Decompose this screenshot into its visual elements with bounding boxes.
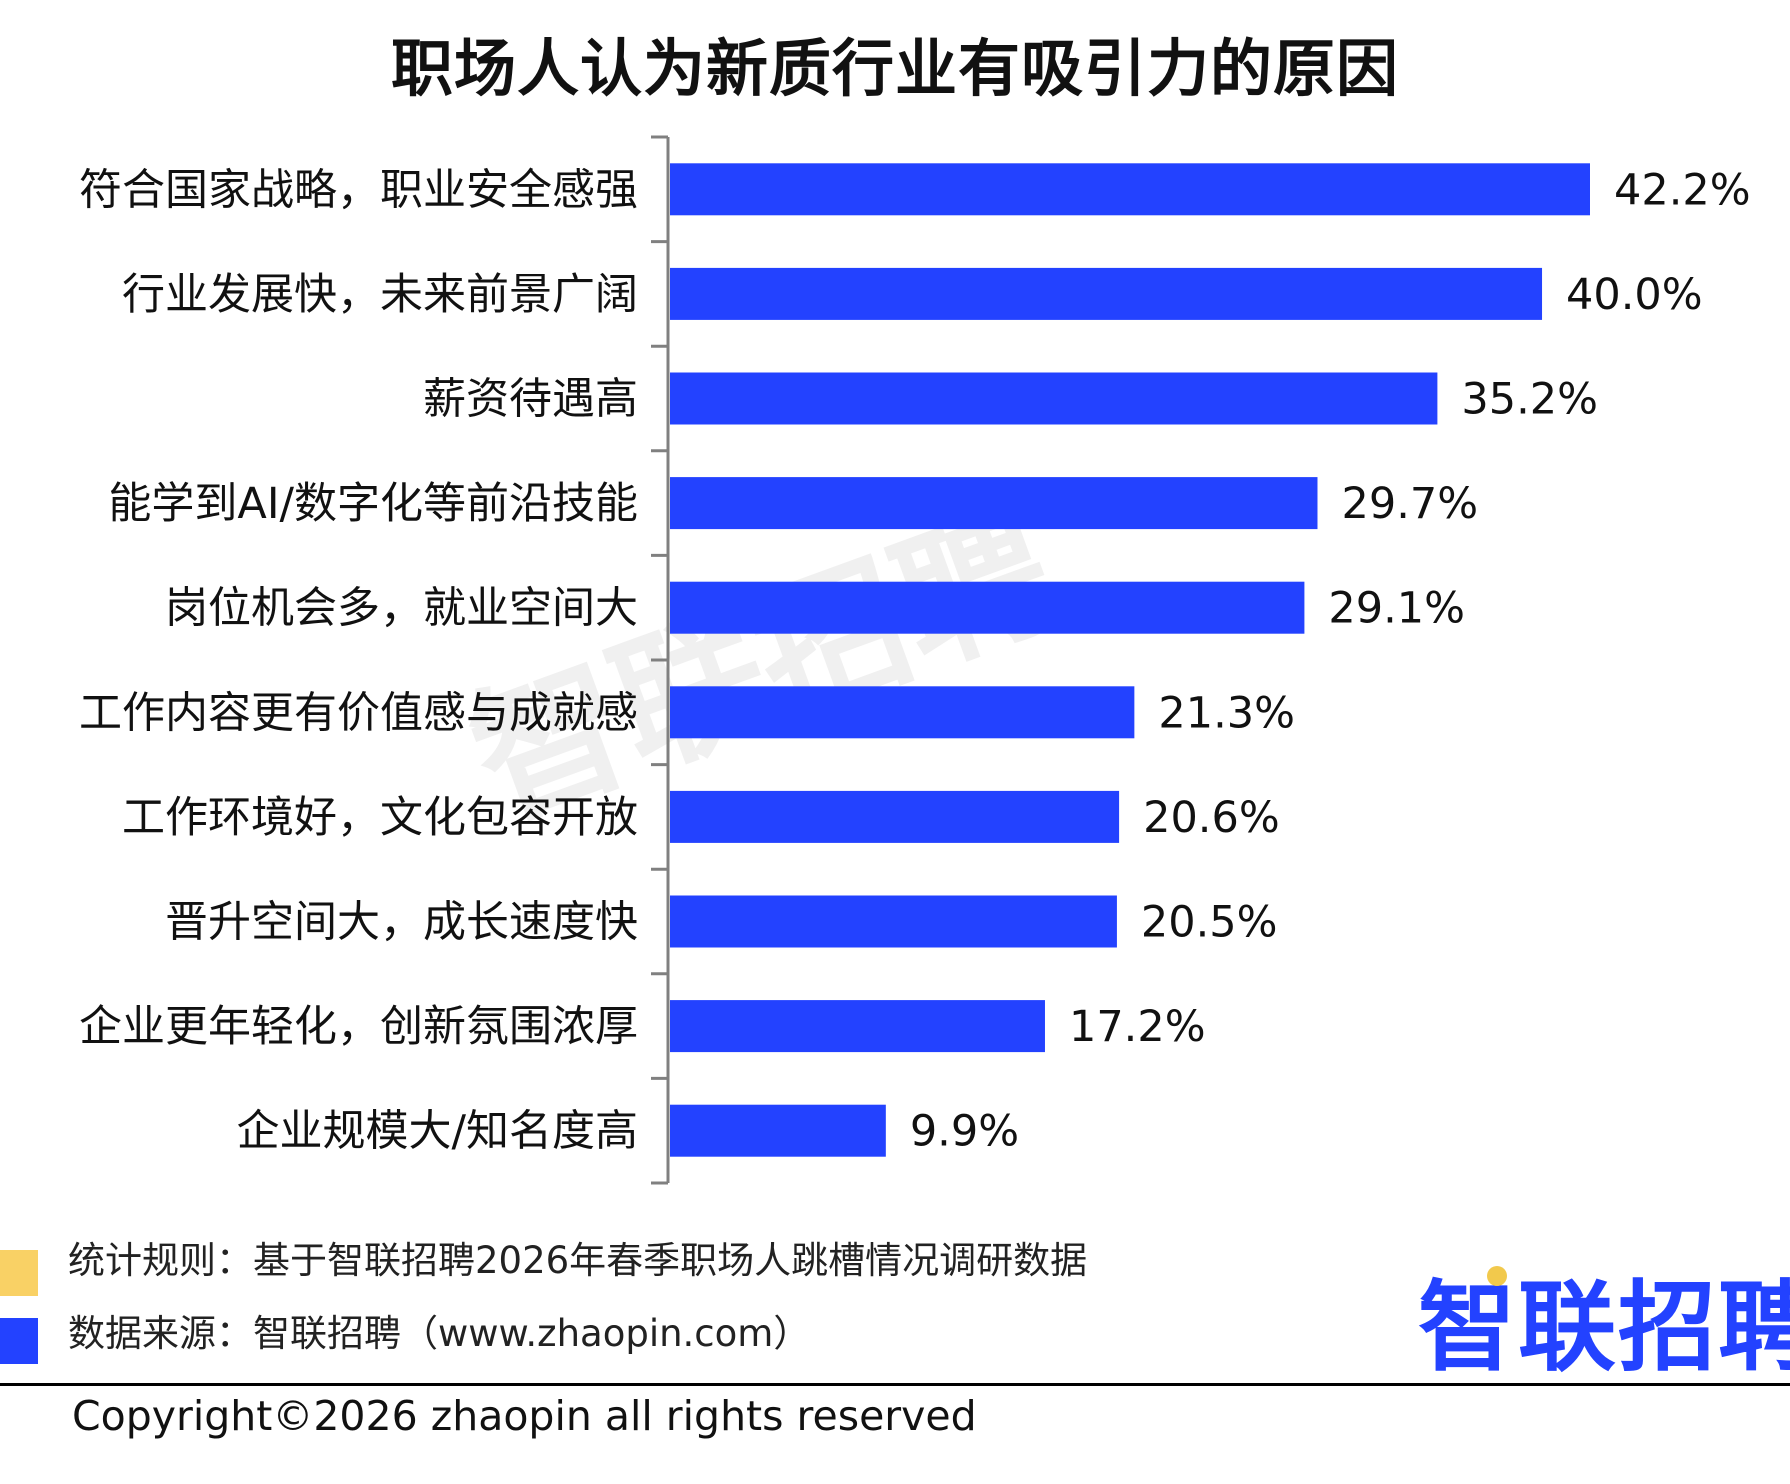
value-label: 20.5%	[1141, 898, 1278, 948]
bar	[670, 477, 1318, 530]
data-source-note: 数据来源：智联招聘（www.zhaopin.com）	[68, 1312, 811, 1355]
bar	[670, 686, 1135, 739]
bar	[670, 267, 1543, 320]
category-label: 行业发展快，未来前景广阔	[122, 270, 638, 320]
bar	[670, 790, 1120, 843]
category-label: 企业规模大/知名度高	[237, 1107, 639, 1157]
value-label: 29.1%	[1328, 584, 1465, 634]
zhaopin-logo: 智联招聘	[1418, 1271, 1790, 1385]
category-label: 晋升空间大，成长速度快	[165, 898, 638, 948]
bar-chart: 智联招聘 符合国家战略，职业安全感强 42.2%行业发展快，未来前景广阔 40.0%…	[79, 135, 1751, 1185]
category-label: 岗位机会多，就业空间大	[165, 584, 638, 634]
value-label: 9.9%	[910, 1107, 1019, 1157]
value-label: 20.6%	[1143, 793, 1280, 843]
value-label: 21.3%	[1158, 688, 1295, 738]
category-label: 工作内容更有价值感与成就感	[79, 688, 638, 738]
bar	[670, 163, 1590, 216]
legend-yellow-square	[0, 1250, 38, 1296]
category-label: 企业更年轻化，创新氛围浓厚	[79, 1002, 638, 1052]
bar	[670, 1000, 1045, 1053]
category-label: 薪资待遇高	[423, 375, 638, 425]
chart-title: 职场人认为新质行业有吸引力的原因	[390, 32, 1399, 105]
category-label: 能学到AI/数字化等前沿技能	[108, 479, 638, 529]
logo-dot	[1487, 1266, 1507, 1286]
value-label: 17.2%	[1069, 1002, 1206, 1052]
value-label: 40.0%	[1566, 270, 1703, 320]
bar	[670, 1104, 886, 1157]
bar	[670, 581, 1305, 634]
bar	[670, 372, 1438, 425]
footer-divider	[0, 1383, 1790, 1386]
category-label: 工作环境好，文化包容开放	[122, 793, 638, 843]
category-label: 符合国家战略，职业安全感强	[79, 165, 638, 215]
value-label: 29.7%	[1341, 479, 1478, 529]
value-label: 42.2%	[1614, 165, 1751, 215]
bar	[670, 895, 1117, 948]
value-label: 35.2%	[1461, 375, 1598, 425]
copyright-text: Copyright©2026 zhaopin all rights reserv…	[72, 1392, 977, 1440]
legend-blue-square	[0, 1318, 38, 1364]
statistics-rule-note: 统计规则：基于智联招聘2026年春季职场人跳槽情况调研数据	[68, 1239, 1088, 1282]
